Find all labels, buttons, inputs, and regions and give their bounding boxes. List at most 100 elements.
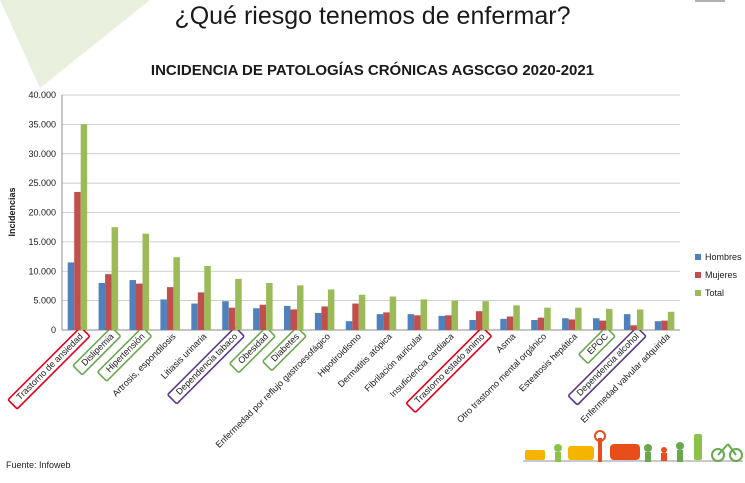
bar-mujeres-7 [290,309,297,330]
bar-hombres-17 [593,318,600,330]
bar-mujeres-11 [414,315,421,330]
highlight-box-green [578,326,616,364]
bar-mujeres-15 [537,317,545,330]
bar-mujeres-16 [568,319,576,330]
bar-hombres-13 [469,320,476,330]
source-note: Fuente: Infoweb [6,460,71,470]
bar-mujeres-9 [352,303,359,330]
bar-mujeres-2 [136,283,143,330]
y-tick-label: 10.000 [28,266,56,276]
bars [67,124,675,330]
bar-total-5 [235,278,242,330]
bar-mujeres-8 [321,306,328,330]
bar-hombres-16 [562,318,569,330]
y-tick-label: 35.000 [28,119,56,129]
y-axis-title: Incidencias [7,187,17,236]
legend-label: Mujeres [705,270,738,280]
bar-mujeres-10 [383,312,390,330]
bar-hombres-4 [191,303,198,330]
bar-total-13 [482,301,489,330]
bar-total-2 [142,233,149,330]
bar-hombres-9 [345,321,353,330]
bar-hombres-19 [654,321,662,330]
bar-hombres-14 [500,318,507,330]
x-tick-label: Dermatitis atópica [336,331,394,389]
bar-total-19 [667,311,675,330]
bar-total-0 [80,124,88,330]
bar-hombres-12 [438,315,445,330]
bar-hombres-10 [376,314,384,330]
highlight-box-green [97,326,152,382]
highlight-box-green [262,326,307,371]
y-tick-label: 40.000 [28,90,56,100]
bar-total-3 [173,257,180,330]
legend-label: Total [705,288,724,298]
footer-illustration [523,430,743,462]
y-tick-label: 15.000 [28,237,56,247]
bar-total-6 [266,283,273,330]
slide-title: ¿Qué riesgo tenemos de enfermar? [174,2,571,30]
legend-label: Hombres [705,252,742,262]
bar-hombres-5 [222,301,229,330]
bar-total-17 [606,308,613,330]
bar-hombres-1 [98,283,106,330]
bar-mujeres-1 [105,274,112,330]
bar-hombres-6 [253,308,260,330]
gridlines [61,94,680,331]
highlight-box-green [72,326,121,376]
highlight-box-purple [567,326,647,406]
bar-hombres-11 [407,314,415,330]
y-tick-label: 0 [51,325,56,335]
bar-mujeres-5 [228,307,236,330]
x-tick-label: Obesidad [236,331,270,365]
bar-total-14 [513,305,520,330]
y-tick-label: 20.000 [28,208,56,218]
bar-mujeres-4 [197,292,205,330]
legend-swatch [695,254,701,260]
y-axis-ticks: 0 5.000 10.000 15.000 20.000 25.000 30.000 35.0… [28,90,56,335]
bar-hombres-0 [67,262,75,330]
bar-mujeres-17 [599,320,606,330]
legend: Hombres Mujeres Total [695,252,742,298]
top-right-bar-decoration [695,0,725,2]
bar-hombres-18 [623,314,631,330]
bar-total-11 [420,299,428,330]
bar-total-1 [111,227,119,330]
bar-total-4 [204,265,211,330]
bar-hombres-7 [284,305,291,330]
bar-total-18 [636,309,644,330]
bar-total-8 [327,289,335,330]
chart-title: INCIDENCIA DE PATOLOGÍAS CRÓNICAS AGSCGO… [150,62,595,79]
bar-total-12 [451,300,458,330]
bar-hombres-8 [314,312,322,330]
bar-mujeres-0 [74,191,81,330]
bar-mujeres-13 [475,311,483,330]
bar-hombres-3 [160,299,167,330]
bar-mujeres-12 [445,315,452,330]
bar-mujeres-19 [661,320,668,330]
highlight-box-red [405,326,492,413]
legend-swatch [695,272,701,278]
highlight-box-red [7,326,90,410]
bar-total-16 [575,307,582,330]
bar-mujeres-18 [630,325,637,330]
y-tick-label: 30.000 [28,149,56,159]
bar-hombres-15 [531,320,538,330]
legend-swatch [695,290,701,296]
x-tick-label: Esteatosis hepática [517,331,579,393]
highlight-box-purple [167,326,245,405]
x-tick-label: Fibrilación auricular [363,331,425,393]
corner-triangle-decoration [0,0,150,88]
bar-total-15 [544,307,551,330]
x-tick-label: Asma [494,331,517,354]
highlight-box-green [229,326,276,373]
bar-mujeres-3 [166,287,174,330]
bar-mujeres-6 [259,304,267,330]
bar-hombres-2 [129,280,136,330]
bar-total-9 [358,294,366,330]
y-tick-label: 5.000 [33,296,56,306]
y-tick-label: 25.000 [28,178,56,188]
category-highlights [7,326,647,413]
